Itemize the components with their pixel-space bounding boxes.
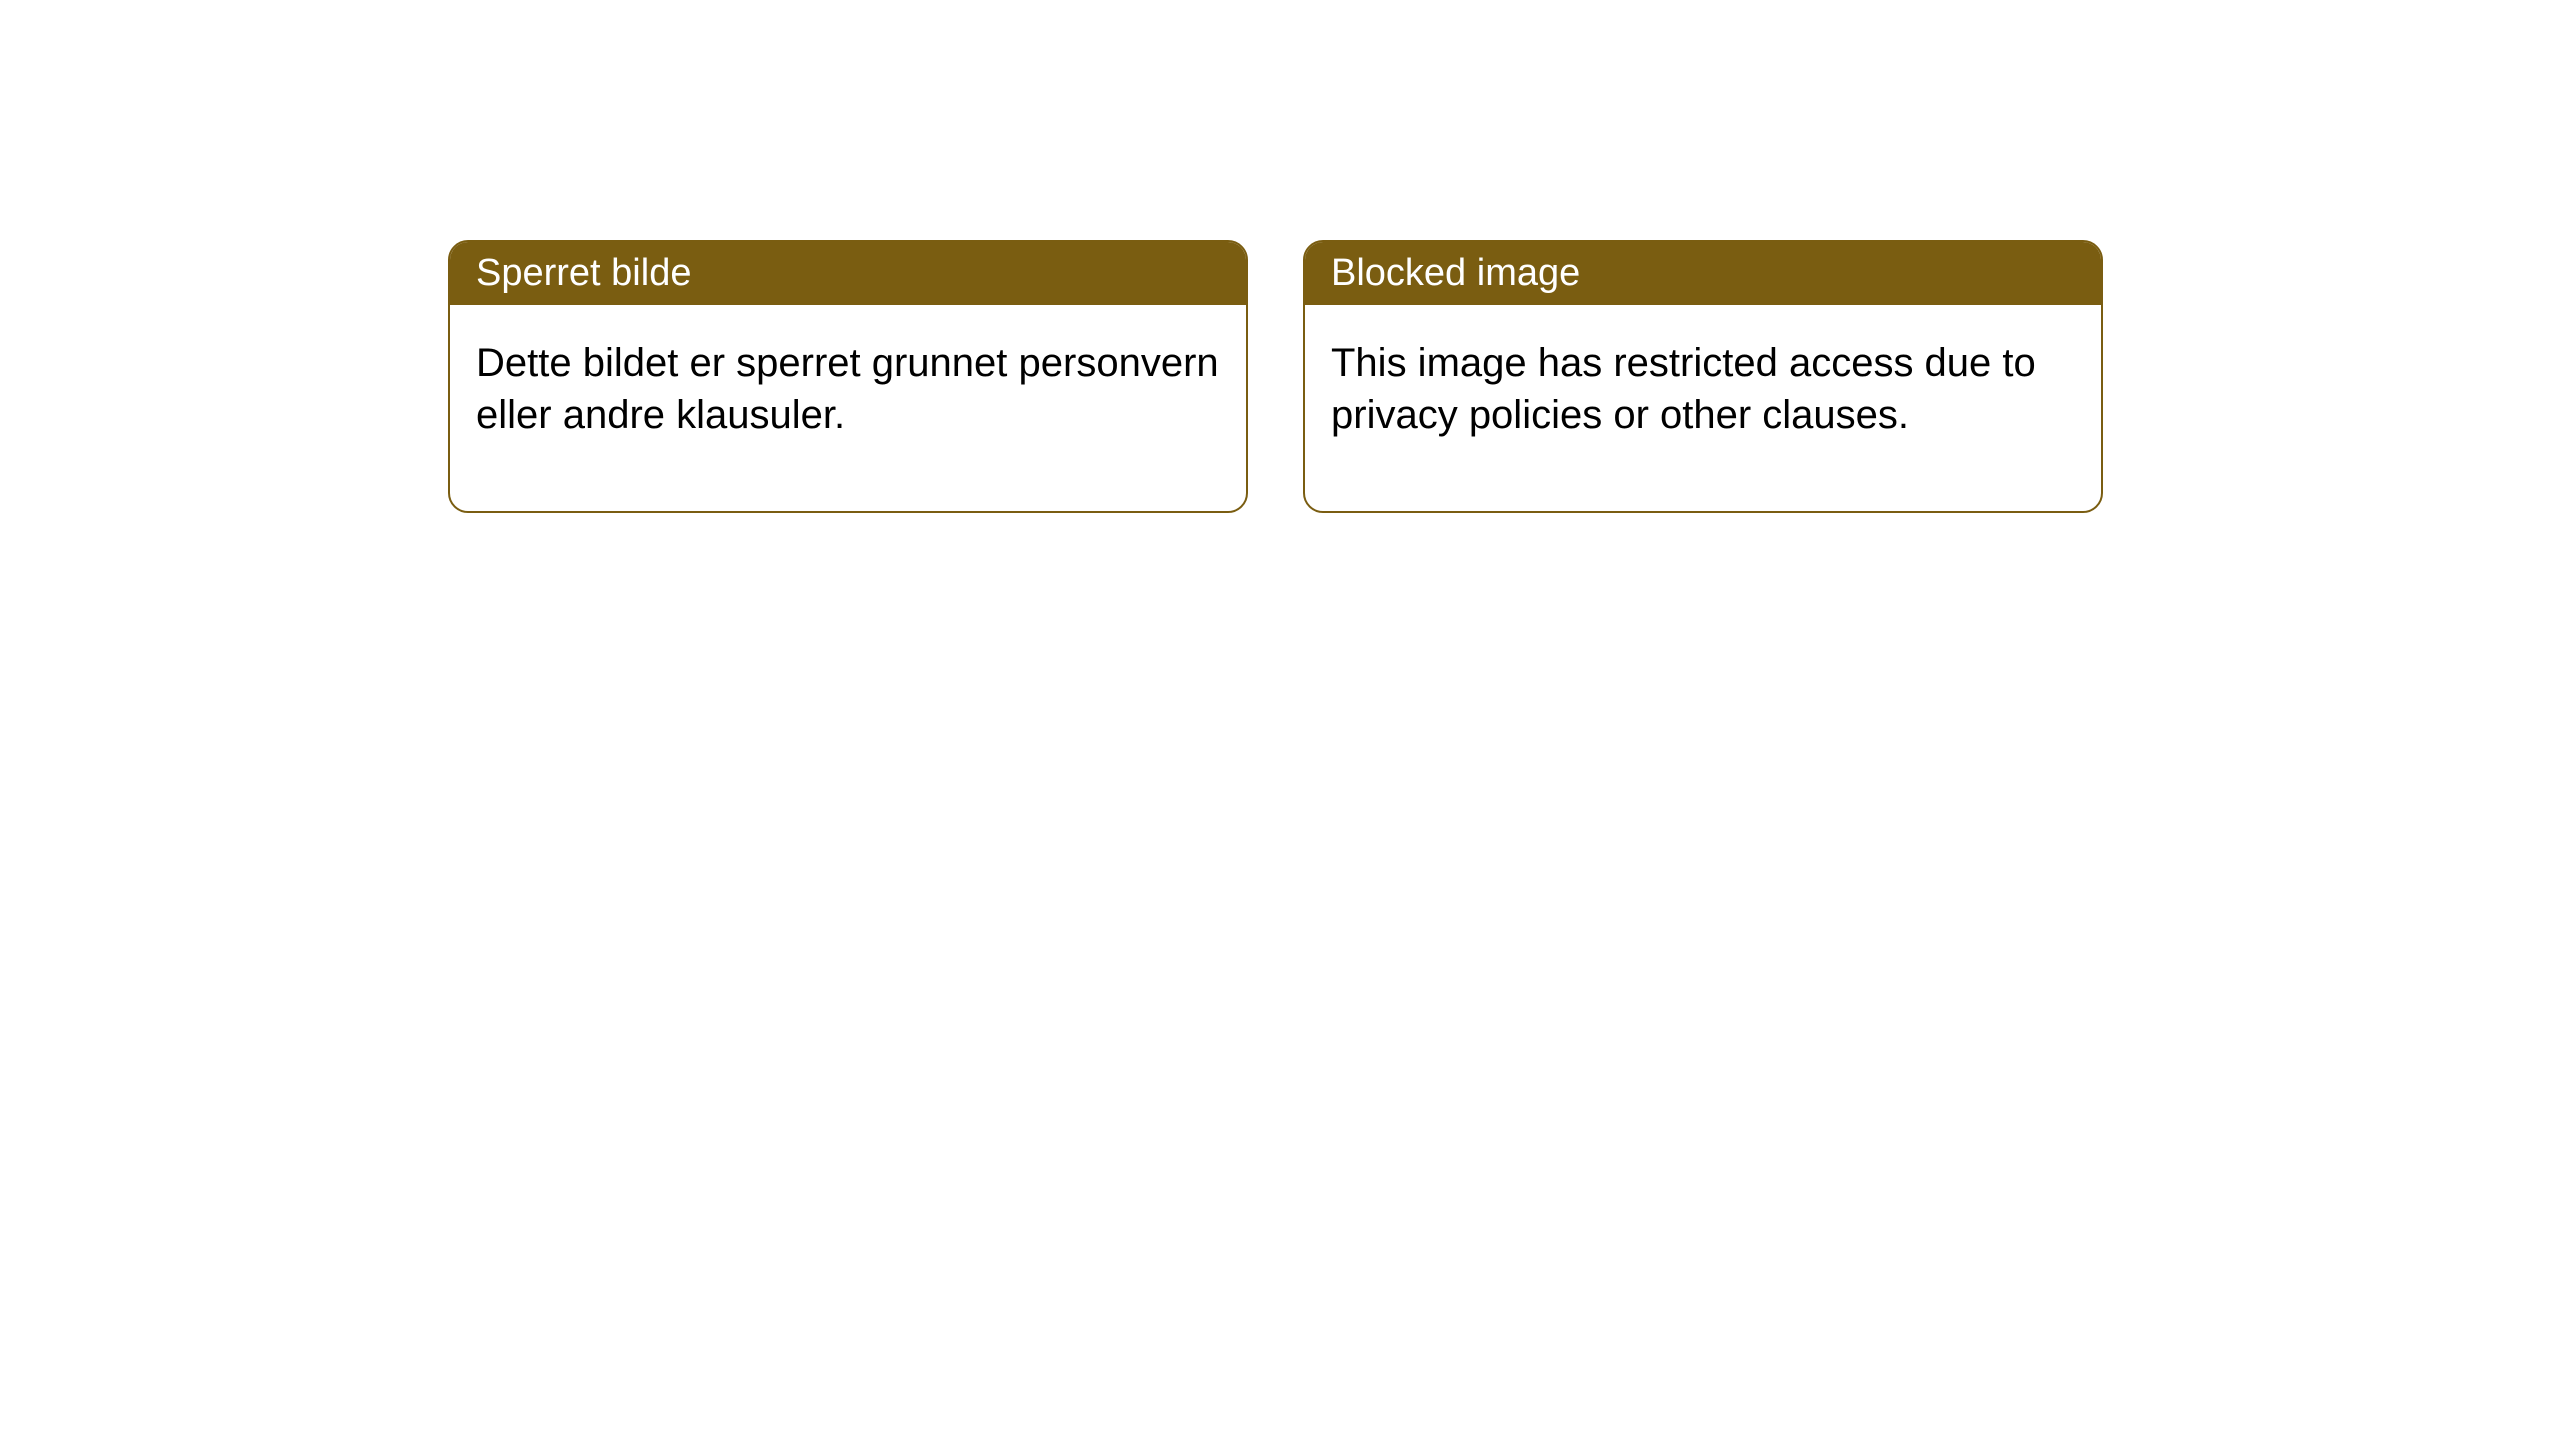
blocked-image-card-norwegian: Sperret bilde Dette bildet er sperret gr… — [448, 240, 1248, 513]
card-header: Blocked image — [1305, 242, 2101, 305]
card-header: Sperret bilde — [450, 242, 1246, 305]
card-body-text: This image has restricted access due to … — [1331, 341, 2036, 437]
cards-container: Sperret bilde Dette bildet er sperret gr… — [0, 0, 2560, 513]
card-title: Blocked image — [1331, 252, 1580, 294]
card-body: Dette bildet er sperret grunnet personve… — [450, 305, 1246, 511]
card-body-text: Dette bildet er sperret grunnet personve… — [476, 341, 1219, 437]
card-body: This image has restricted access due to … — [1305, 305, 2101, 511]
card-title: Sperret bilde — [476, 252, 691, 294]
blocked-image-card-english: Blocked image This image has restricted … — [1303, 240, 2103, 513]
